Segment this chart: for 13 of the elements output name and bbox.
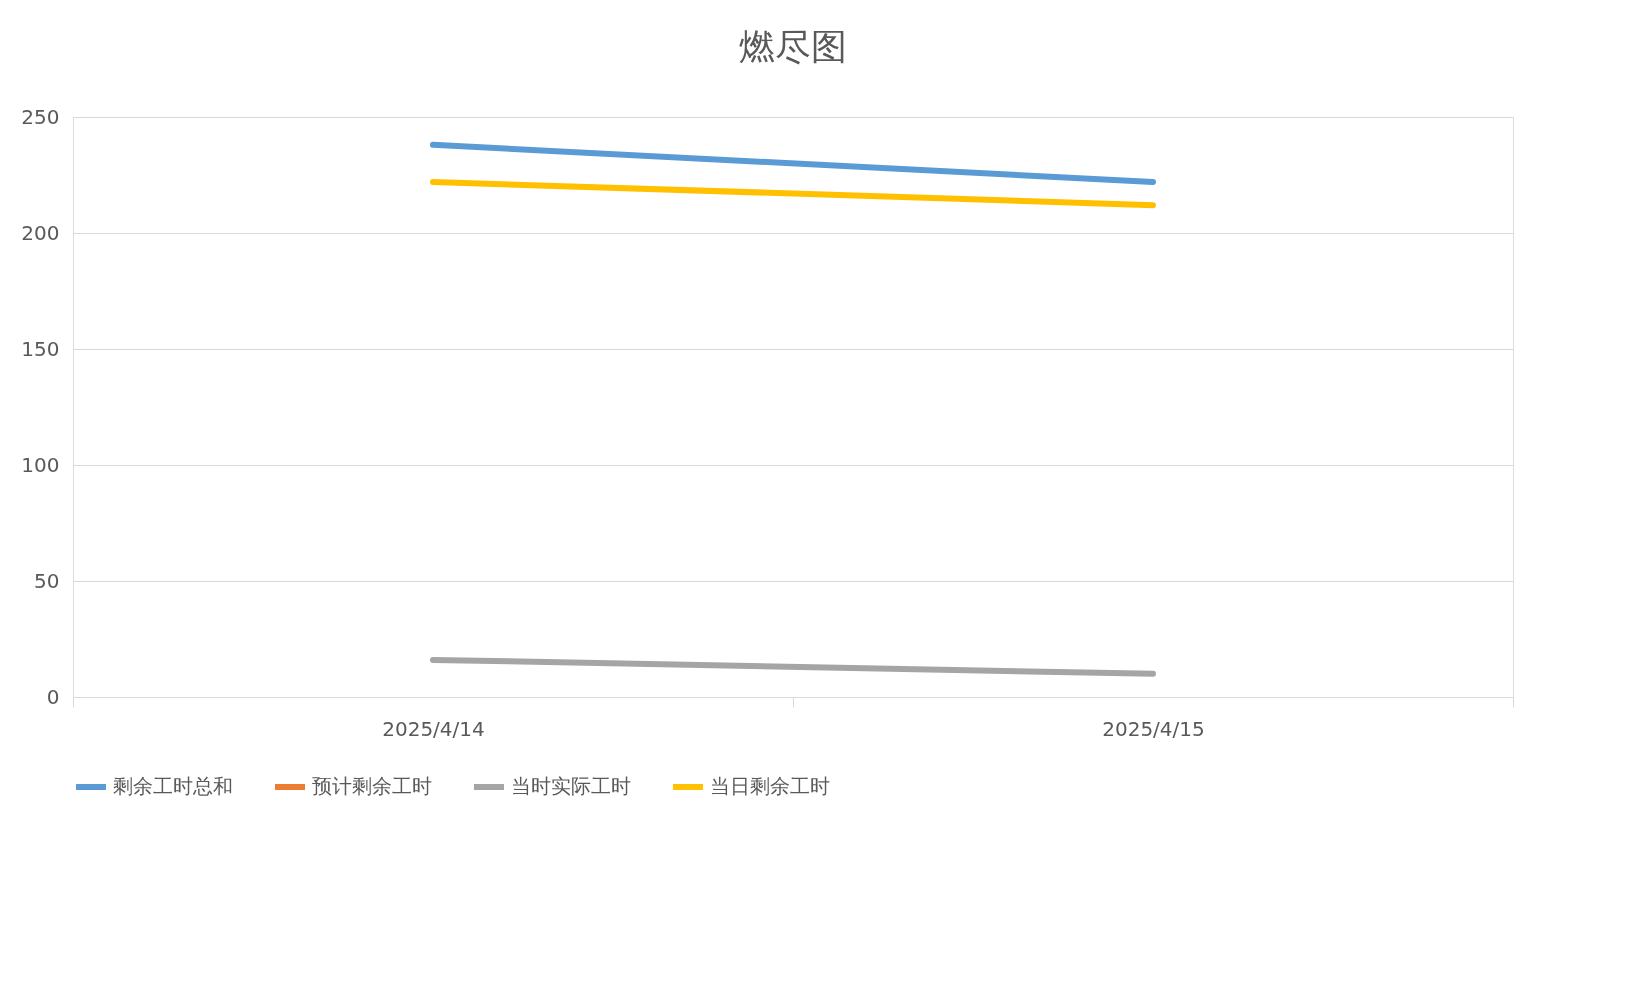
legend-label: 当日剩余工时 <box>710 774 830 798</box>
y-tick-label: 250 <box>21 104 60 129</box>
y-tick-label: 150 <box>21 336 60 361</box>
y-tick-label: 0 <box>46 684 60 709</box>
chart-title: 燃尽图 <box>739 26 847 67</box>
legend-label: 当时实际工时 <box>511 774 631 798</box>
x-tick-label: 2025/4/15 <box>1102 716 1205 741</box>
y-tick-label: 100 <box>21 452 60 477</box>
legend-label: 预计剩余工时 <box>312 774 432 798</box>
y-tick-label: 200 <box>21 220 60 245</box>
x-tick-label: 2025/4/14 <box>382 716 485 741</box>
y-tick-label: 50 <box>34 568 60 593</box>
legend-label: 剩余工时总和 <box>113 774 233 798</box>
